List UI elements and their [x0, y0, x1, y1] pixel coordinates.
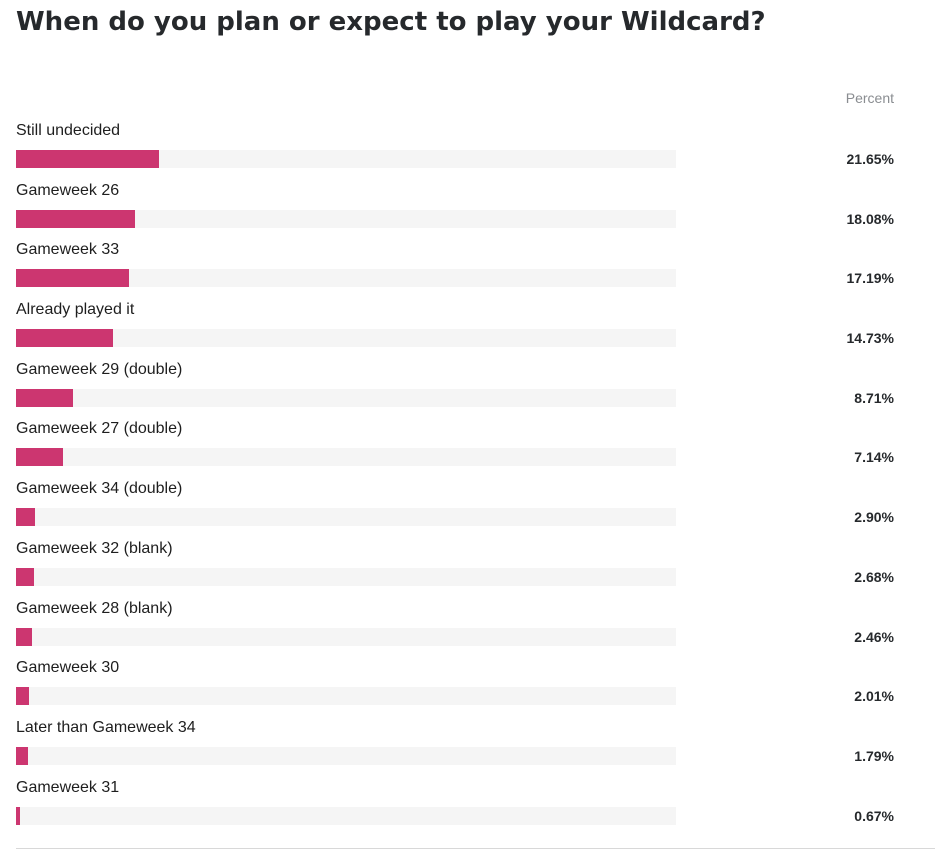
chart-title: When do you plan or expect to play your …: [16, 7, 766, 37]
bar-fill: [16, 627, 33, 646]
result-label: Gameweek 34 (double): [16, 480, 183, 498]
bar-fill: [16, 448, 64, 467]
percent-value: 7.14%: [854, 449, 894, 466]
result-label: Gameweek 33: [16, 241, 120, 259]
results-list: Still undecided 21.65% Gameweek 26 18.08% Ga…: [16, 122, 896, 838]
bar-track: [16, 567, 676, 586]
percent-value: 8.71%: [854, 389, 894, 406]
bar-fill: [16, 508, 36, 527]
result-label: Still undecided: [16, 122, 121, 139]
divider: [16, 848, 935, 849]
result-label: Already played it: [16, 301, 135, 319]
bar-fill: [16, 329, 114, 348]
bar-track: [16, 388, 676, 407]
percent-value: 2.68%: [854, 568, 894, 585]
result-label: Gameweek 27 (double): [16, 420, 183, 438]
bar-fill: [16, 150, 159, 168]
bar-fill: [16, 746, 28, 765]
result-row: Gameweek 27 (double) 7.14%: [16, 420, 896, 480]
percent-value: 2.90%: [854, 509, 894, 526]
result-label: Gameweek 29 (double): [16, 360, 183, 378]
result-row: Later than Gameweek 34 1.79%: [16, 719, 896, 779]
bar-track: [16, 687, 676, 706]
bar-track: [16, 150, 676, 168]
result-row: Still undecided 21.65%: [16, 122, 896, 182]
bar-fill: [16, 687, 30, 706]
result-row: Gameweek 28 (blank) 2.46%: [16, 600, 896, 660]
bar-track: [16, 448, 676, 467]
bar-fill: [16, 806, 21, 825]
result-label: Gameweek 28 (blank): [16, 599, 173, 617]
percent-value: 18.08%: [846, 210, 894, 227]
result-row: Gameweek 29 (double) 8.71%: [16, 361, 896, 421]
percent-value: 0.67%: [854, 807, 894, 824]
bar-track: [16, 329, 676, 348]
bar-track: [16, 209, 676, 228]
bar-track: [16, 508, 676, 527]
bar-fill: [16, 269, 130, 288]
result-row: Already played it 14.73%: [16, 301, 896, 361]
result-label: Gameweek 26: [16, 181, 120, 199]
result-label: Later than Gameweek 34: [16, 718, 196, 736]
result-row: Gameweek 30 2.01%: [16, 659, 896, 719]
result-row: Gameweek 31 0.67%: [16, 779, 896, 839]
result-row: Gameweek 33 17.19%: [16, 241, 896, 301]
percent-value: 1.79%: [854, 747, 894, 764]
percent-value: 14.73%: [846, 330, 894, 347]
result-row: Gameweek 26 18.08%: [16, 182, 896, 242]
result-label: Gameweek 30: [16, 659, 120, 677]
bar-fill: [16, 209, 136, 228]
result-label: Gameweek 31: [16, 778, 120, 796]
result-row: Gameweek 34 (double) 2.90%: [16, 480, 896, 540]
result-row: Gameweek 32 (blank) 2.68%: [16, 540, 896, 600]
percent-value: 21.65%: [846, 151, 894, 167]
bar-track: [16, 806, 676, 825]
bar-track: [16, 746, 676, 765]
percent-value: 2.01%: [854, 688, 894, 705]
bar-track: [16, 269, 676, 288]
result-label: Gameweek 32 (blank): [16, 539, 173, 557]
bar-fill: [16, 567, 34, 586]
percent-value: 17.19%: [846, 270, 894, 287]
bar-track: [16, 627, 676, 646]
percent-value: 2.46%: [854, 628, 894, 645]
bar-fill: [16, 388, 74, 407]
percent-column-header: Percent: [845, 90, 894, 106]
